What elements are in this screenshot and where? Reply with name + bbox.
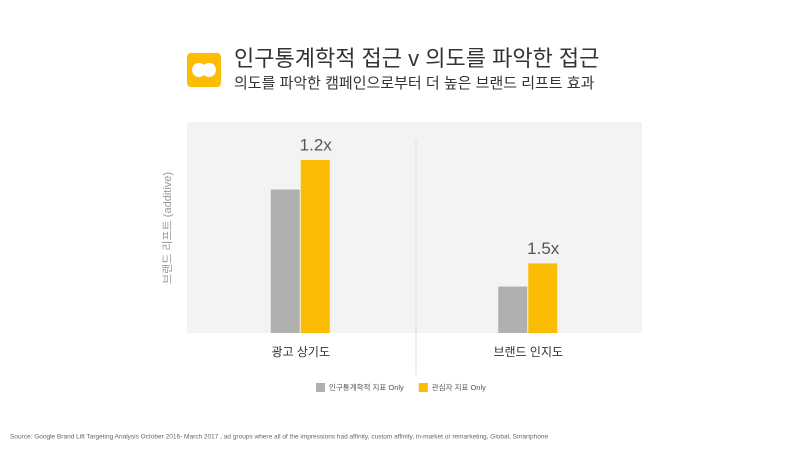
logo-circle [192, 63, 206, 77]
bar [498, 286, 528, 333]
bar [300, 159, 330, 333]
x-tick-label: 브랜드 인지도 [493, 345, 563, 359]
legend-swatch [316, 383, 325, 392]
chart-subtitle: 의도를 파악한 캠페인으로부터 더 높은 브랜드 리프트 효과 [234, 75, 595, 92]
legend-swatch [418, 383, 428, 392]
source-note: Source: Google Brand Lift Targeting Anal… [10, 434, 548, 441]
bar [528, 263, 558, 333]
legend-label: 관심자 지표 Only [432, 382, 486, 392]
x-tick-label: 광고 상기도 [271, 345, 330, 359]
bar-annotation: 1.5x [527, 239, 560, 258]
y-axis-label: 브랜드 리프트 (additive) [161, 172, 174, 284]
plot-background [187, 122, 642, 333]
legend-label: 인구통계학적 지표 Only [329, 382, 404, 392]
chart-title: 인구통계학적 접근 v 의도를 파악한 접근 [234, 46, 599, 71]
bar-annotation: 1.2x [300, 135, 333, 154]
bar [270, 189, 300, 333]
logo-circle [202, 63, 216, 77]
